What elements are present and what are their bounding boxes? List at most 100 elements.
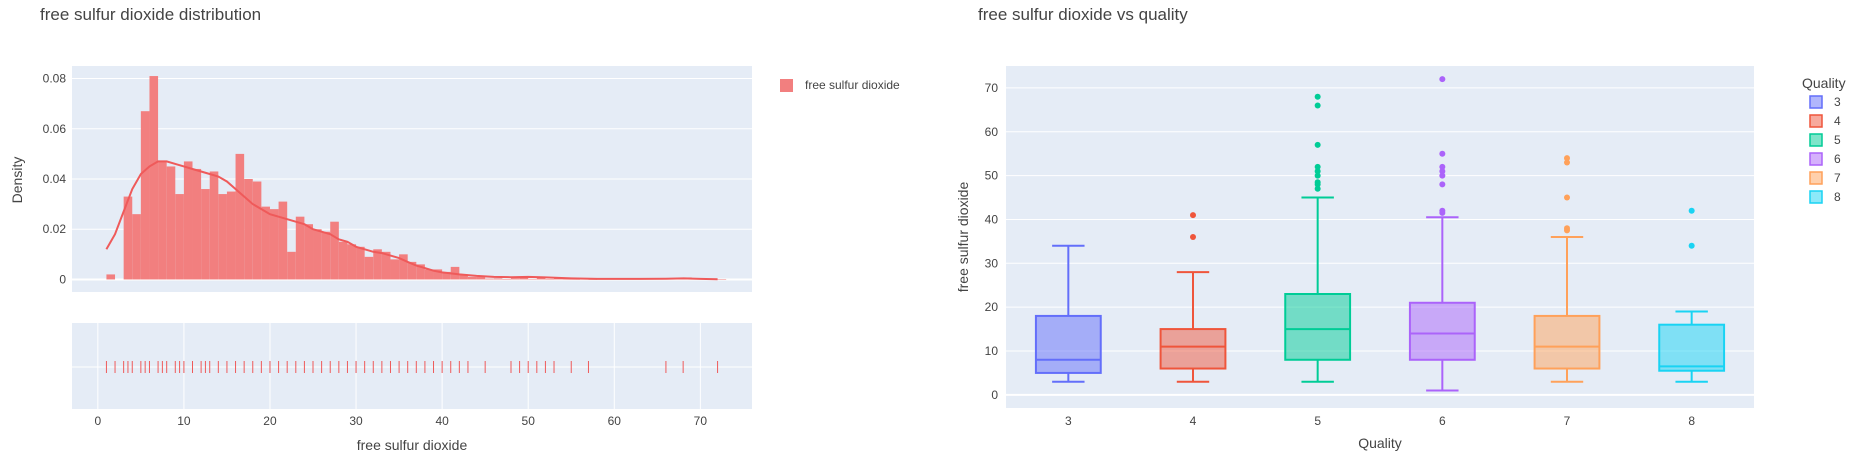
y-tick-label: 0.08 [43,72,67,86]
boxplot-legend[interactable]: 3 4 5 6 7 8 [1809,95,1841,204]
histogram-bar [364,256,374,280]
legend-swatch [1809,114,1823,128]
histogram-bar [510,278,520,280]
y-tick-label: 0 [991,388,998,402]
x-tick-label: 20 [263,414,277,428]
y-tick-label: 10 [985,344,999,358]
outlier-point [1688,207,1695,214]
x-tick-label: 0 [94,414,101,428]
box-iqr [1159,328,1227,370]
y-tick-label: 50 [985,169,999,183]
histogram-bar [313,229,322,280]
histogram-bar [416,264,425,280]
histogram-bar [321,231,331,280]
histogram-bar [244,179,253,280]
histogram-bar [175,194,184,280]
outlier-point [1190,234,1196,240]
boxplot-y-ticks: 0 10 20 30 40 50 60 70 [985,81,999,402]
y-tick-label: 0 [59,272,66,286]
histogram-bar [218,194,227,280]
y-tick-label: 20 [985,300,999,314]
y-tick-label: 40 [985,212,999,226]
legend-swatch [780,79,793,92]
histogram-bar [235,153,245,280]
y-tick-label: 0.04 [43,172,67,186]
legend-item-7: 7 [1809,171,1841,185]
histogram-bar [287,251,296,280]
box-5 [1284,93,1352,383]
histogram-bar [493,278,503,280]
box-iqr [1034,314,1102,374]
histogram-x-ticks: 0 10 20 30 40 50 60 70 [94,414,707,428]
y-tick-label: 60 [985,125,999,139]
rug-marks [105,361,719,373]
x-tick-label: 60 [608,414,622,428]
box-6 [1408,76,1476,392]
histogram-title: free sulfur dioxide distribution [40,5,261,24]
histogram-bar [519,276,529,280]
histogram-x-axis-label: free sulfur dioxide [357,437,468,453]
outlier-point [1564,225,1570,232]
outlier-point [1314,172,1321,179]
histogram-bar [476,276,486,280]
histogram-bar [381,251,391,280]
histogram-bar [399,254,408,280]
box-4 [1159,212,1227,383]
x-tick-label: 50 [522,414,536,428]
y-tick-label: 0.02 [43,222,67,236]
histogram-bar [278,201,288,280]
box-iqr [1658,323,1726,372]
boxplot-gridlines [1006,87,1754,396]
outlier-point [1439,163,1446,170]
histogram-bar [347,244,357,280]
histogram-bar [545,279,555,280]
histogram-bar [226,191,236,280]
histogram-bar [467,276,477,280]
rug-plot-area [72,323,752,409]
x-tick-label: 30 [349,414,363,428]
histogram-bar [149,76,159,280]
outlier-point [1314,102,1321,109]
histogram-bar [166,166,176,280]
outlier-point [1439,181,1446,188]
outlier-point [1439,207,1446,214]
box-iqr [1284,293,1352,361]
outlier-point [1439,172,1446,179]
x-tick-label: 70 [694,414,708,428]
histogram-bar [123,196,133,280]
legend-swatch [1809,190,1823,204]
outlier-point [1688,242,1695,249]
histogram-bar [390,259,400,280]
boxplot-plot-area [1006,66,1754,408]
histogram-y-ticks: 0 0.02 0.04 0.06 0.08 [43,72,67,287]
outlier-point [1564,159,1570,166]
outlier-point [1314,168,1321,175]
boxplot-x-axis-label: Quality [1358,435,1402,451]
box-3 [1034,244,1102,383]
histogram-bar [295,216,305,280]
box-iqr [1533,314,1601,370]
legend-item-6: 6 [1809,152,1841,166]
box-iqr [1408,301,1476,361]
histogram-bar [442,271,451,280]
legend-swatch [1809,95,1823,109]
histogram-bar [424,269,434,280]
x-tick-label: 8 [1688,414,1695,428]
histogram-bar [158,161,167,280]
outlier-point [1314,141,1321,148]
histogram-bar [433,269,443,280]
boxplot-boxes [1034,76,1726,392]
x-tick-label: 4 [1190,414,1197,428]
x-tick-label: 5 [1314,414,1321,428]
x-tick-label: 7 [1564,414,1571,428]
y-tick-label: 30 [985,256,999,270]
legend-swatch [1809,171,1823,185]
legend-swatch [1809,152,1823,166]
legend-swatch [1809,133,1823,147]
histogram-legend[interactable]: free sulfur dioxide [780,78,900,92]
legend-item-4: 4 [1809,114,1841,128]
rug-gridlines [72,323,752,409]
histogram-bar [132,214,141,280]
outlier-point [1564,155,1570,162]
